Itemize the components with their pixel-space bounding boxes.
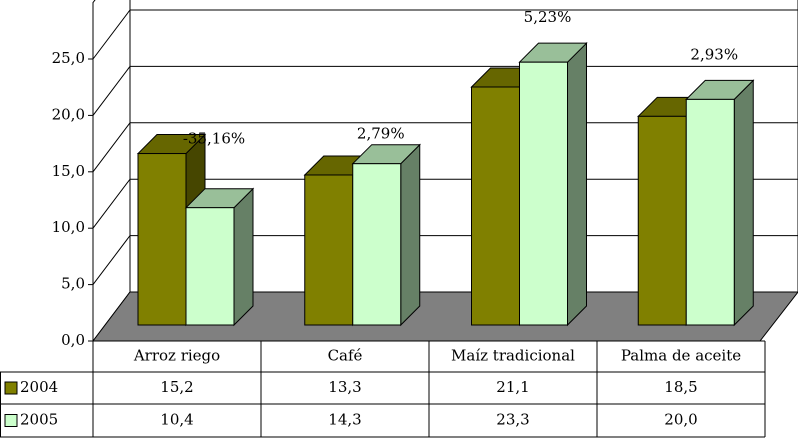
bar-side <box>567 41 587 327</box>
bar-side <box>733 79 754 327</box>
annotation: -35,16% <box>183 130 245 148</box>
bar <box>519 61 568 326</box>
annotation: 2,93% <box>690 45 738 63</box>
legend-swatch <box>4 381 18 395</box>
annotation: 5,23% <box>524 8 572 26</box>
y-tick-label: 5,0 <box>61 275 85 293</box>
legend-label: 2005 <box>20 411 58 429</box>
table-value: 15,2 <box>160 378 193 396</box>
bar <box>637 115 687 326</box>
bar <box>185 207 235 326</box>
bar-side <box>400 143 421 327</box>
y-tick-label: 25,0 <box>52 49 85 67</box>
bar <box>352 163 402 326</box>
legend-label: 2004 <box>20 378 58 396</box>
table-value: 18,5 <box>664 378 697 396</box>
y-tick-label: 20,0 <box>52 105 85 123</box>
legend-swatch <box>4 414 18 427</box>
table-value: 10,4 <box>160 411 193 429</box>
table-value: 14,3 <box>328 411 361 429</box>
bar <box>304 174 354 326</box>
bar-side <box>233 187 254 327</box>
grid-line <box>92 9 798 60</box>
x-tick-label: Café <box>328 347 363 365</box>
y-tick-label: 15,0 <box>52 162 85 180</box>
annotation: 2,79% <box>357 125 405 143</box>
x-tick-label: Maíz tradicional <box>451 347 575 365</box>
bar <box>685 98 735 326</box>
x-tick-label: Palma de aceite <box>621 347 741 365</box>
x-tick-label: Arroz riego <box>133 347 220 365</box>
table-value: 13,3 <box>328 378 361 396</box>
bar <box>471 86 520 326</box>
y-tick-label: 0,0 <box>61 331 85 349</box>
bar <box>137 153 187 326</box>
table-value: 21,1 <box>496 378 529 396</box>
table-value: 23,3 <box>496 411 529 429</box>
table-value: 20,0 <box>664 411 697 429</box>
y-tick-label: 10,0 <box>52 218 85 236</box>
